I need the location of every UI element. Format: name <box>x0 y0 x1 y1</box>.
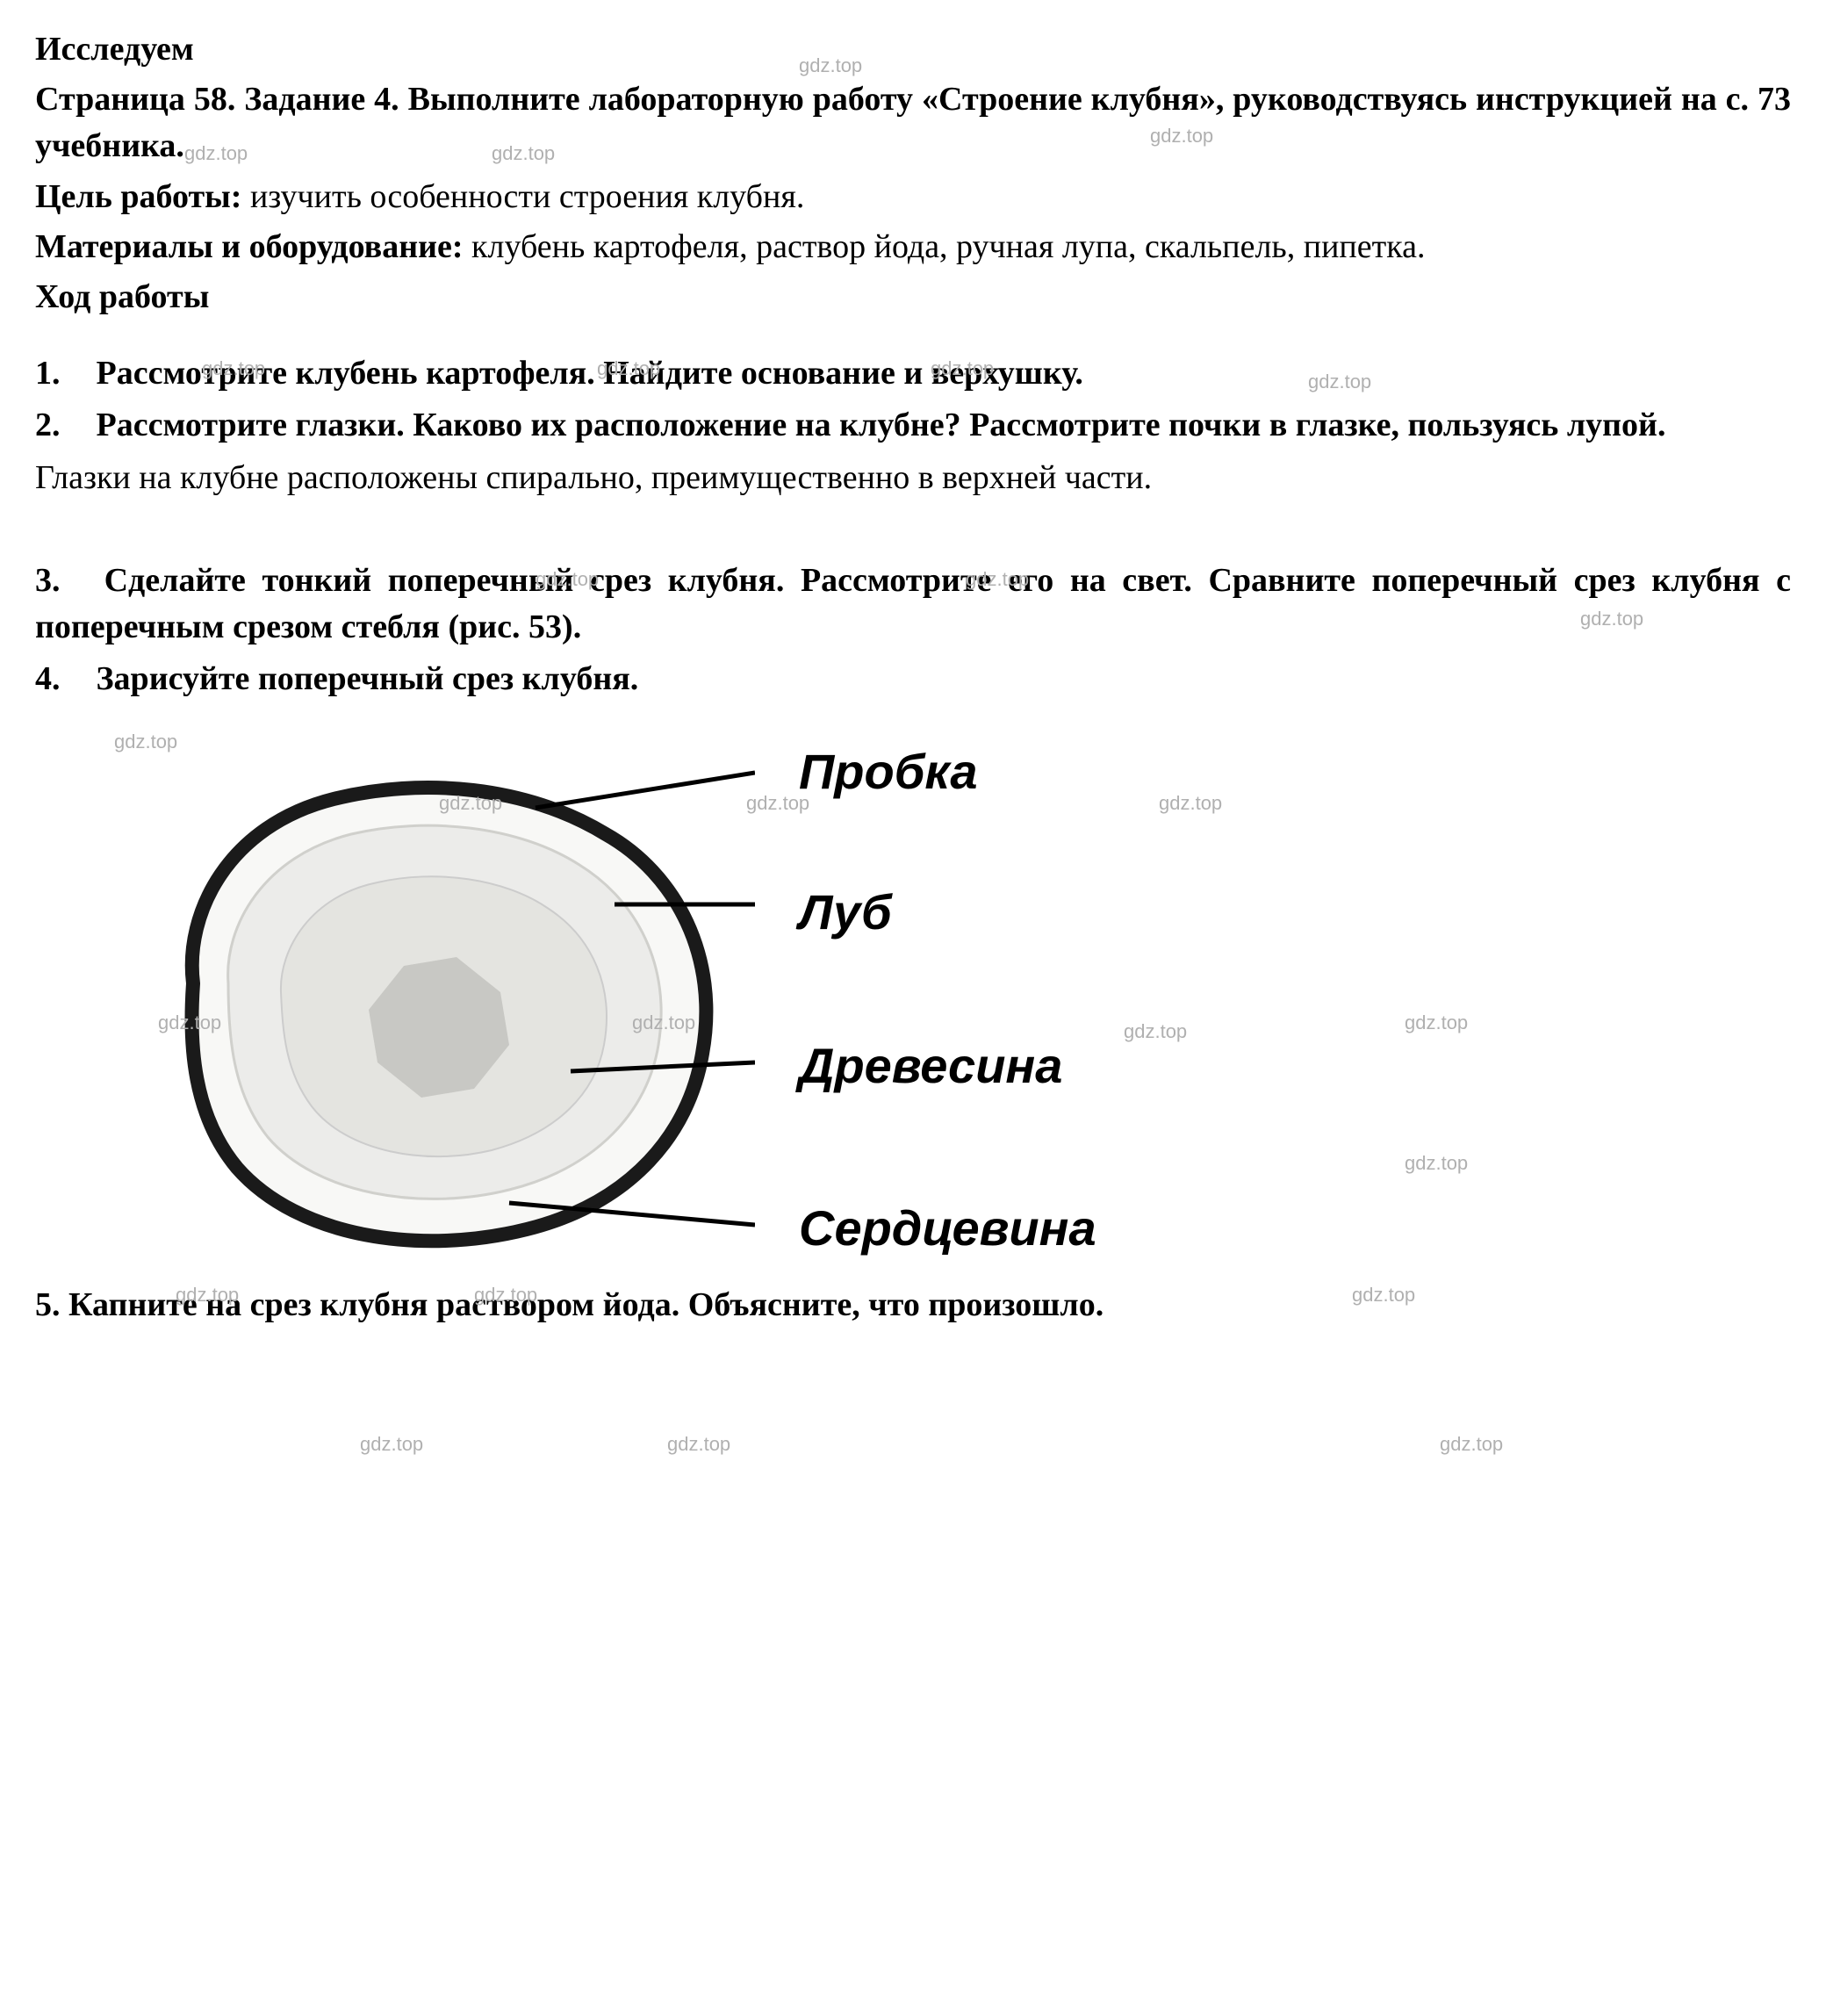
goal-label: Цель работы: <box>35 178 241 215</box>
step-4: 4. Зарисуйте поперечный срез клубня. <box>35 656 1791 702</box>
step-3: 3. Сделайте тонкий поперечный срез клубн… <box>35 558 1791 651</box>
step-text: Сделайте тонкий поперечный срез клубня. … <box>35 562 1791 645</box>
step-5: 5. Капните на срез клубня раствором йода… <box>35 1282 1791 1328</box>
materials-text: клубень картофеля, раствор йода, ручная … <box>464 228 1426 265</box>
step-number: 1. <box>35 350 88 397</box>
tuber-cross-section-svg <box>88 738 755 1264</box>
watermark: gdz.top <box>667 1431 730 1458</box>
leader-cork <box>536 773 755 808</box>
label-bast: Луб <box>799 878 892 947</box>
goal-text: изучить особенности строения клубня. <box>241 178 804 215</box>
step-number: 4. <box>35 656 88 702</box>
step-2: 2. Рассмотрите глазки. Каково их располо… <box>35 402 1791 449</box>
research-heading: Исследуем <box>35 26 1791 73</box>
step-text: Зарисуйте поперечный срез клубня. <box>97 660 639 697</box>
step-2-answer: Глазки на клубне расположены спирально, … <box>35 455 1791 501</box>
step-1: 1. Рассмотрите клубень картофеля. Найдит… <box>35 350 1791 397</box>
task-heading: Страница 58. Задание 4. Выполните лабора… <box>35 76 1791 169</box>
label-wood: Древесина <box>799 1032 1062 1100</box>
goal-line: Цель работы: изучить особенности строени… <box>35 174 1791 220</box>
label-pith: Сердцевина <box>799 1194 1096 1263</box>
procedure-heading: Ход работы <box>35 274 1791 320</box>
step-text: Рассмотрите глазки. Каково их расположен… <box>97 407 1666 443</box>
step-text: Рассмотрите клубень картофеля. Найдите о… <box>97 355 1083 392</box>
watermark: gdz.top <box>360 1431 423 1458</box>
step-text: Капните на срез клубня раствором йода. О… <box>68 1286 1104 1323</box>
step-number: 5. <box>35 1286 61 1323</box>
tuber-diagram: Пробка Луб Древесина Сердцевина <box>35 720 1791 1264</box>
materials-line: Материалы и оборудование: клубень картоф… <box>35 224 1791 270</box>
label-cork: Пробка <box>799 738 978 806</box>
step-number: 3. <box>35 558 88 604</box>
watermark: gdz.top <box>1440 1431 1503 1458</box>
materials-label: Материалы и оборудование: <box>35 228 464 265</box>
step-number: 2. <box>35 402 88 449</box>
